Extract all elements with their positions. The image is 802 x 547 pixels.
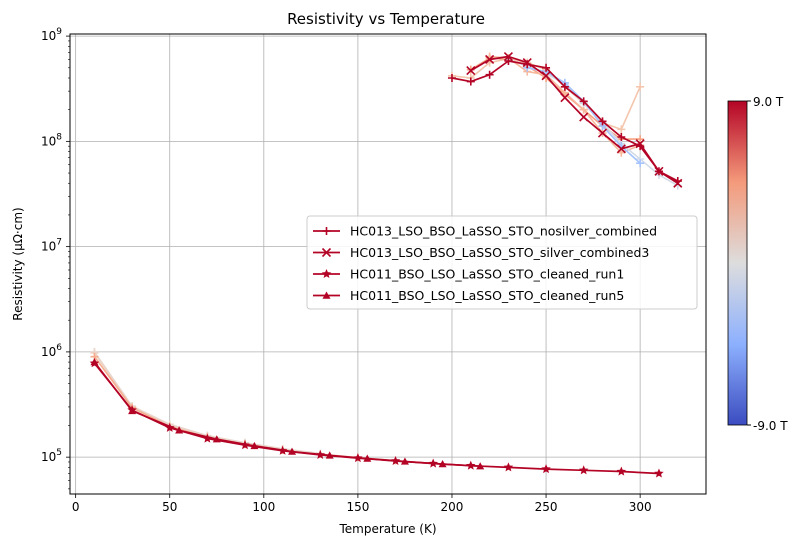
data-point bbox=[175, 426, 184, 434]
colorbar-gradient bbox=[727, 100, 748, 426]
data-point bbox=[579, 97, 588, 106]
data-point bbox=[541, 71, 551, 81]
x-tick-label: 150 bbox=[346, 500, 369, 514]
data-point bbox=[579, 112, 589, 122]
data-point bbox=[325, 451, 334, 459]
data-point bbox=[202, 433, 213, 443]
faded-data-point bbox=[617, 125, 626, 134]
data-point bbox=[597, 128, 608, 138]
series-line bbox=[470, 55, 679, 185]
faded-data-point bbox=[636, 82, 645, 91]
legend-entry-label: HC011_BSO_LSO_LaSSO_STO_cleaned_run5 bbox=[350, 288, 624, 303]
data-point bbox=[654, 166, 664, 176]
data-point bbox=[466, 66, 476, 76]
colorbar-bottom-label: -9.0 T bbox=[753, 419, 788, 433]
colorbar-top-label: 9.0 T bbox=[753, 95, 784, 109]
data-point bbox=[617, 133, 626, 142]
data-point bbox=[598, 117, 607, 126]
data-point bbox=[504, 57, 513, 66]
x-tick-label: 200 bbox=[441, 500, 464, 514]
data-point bbox=[616, 466, 627, 476]
data-point bbox=[635, 139, 645, 149]
legend-marker bbox=[322, 291, 331, 299]
x-axis-label: Temperature (K) bbox=[338, 522, 436, 536]
legend-entry-label: HC011_BSO_LSO_LaSSO_STO_cleaned_run1 bbox=[350, 267, 624, 282]
x-tick-label: 0 bbox=[72, 500, 80, 514]
legend-marker bbox=[322, 227, 331, 235]
data-point bbox=[616, 144, 626, 154]
legend-marker bbox=[321, 269, 332, 279]
data-point bbox=[560, 93, 570, 103]
colorbar: 9.0 T -9.0 T bbox=[727, 95, 788, 433]
legend-box bbox=[306, 215, 698, 310]
data-point bbox=[466, 77, 475, 86]
data-point bbox=[485, 70, 494, 79]
data-point bbox=[476, 462, 485, 470]
x-axis-ticks: 0 50 100 150 200 250 300 bbox=[72, 494, 652, 514]
chart-title: Resistivity vs Temperature bbox=[287, 10, 485, 28]
legend: HC013_LSO_BSO_LaSSO_STO_nosilver_combine… bbox=[306, 215, 698, 310]
data-point bbox=[654, 468, 664, 478]
x-tick-label: 300 bbox=[629, 500, 652, 514]
data-point bbox=[90, 358, 99, 366]
data-point bbox=[503, 462, 514, 472]
data-point bbox=[578, 465, 589, 475]
data-point bbox=[485, 54, 495, 65]
plot-frame bbox=[69, 33, 707, 495]
data-point bbox=[522, 58, 532, 68]
data-point bbox=[541, 464, 551, 474]
x-tick-label: 100 bbox=[252, 500, 275, 514]
data-point bbox=[542, 63, 551, 72]
legend-entry-label: HC013_LSO_BSO_LaSSO_STO_nosilver_combine… bbox=[350, 224, 657, 239]
data-point bbox=[438, 460, 447, 468]
legend-entry-label: HC013_LSO_BSO_LaSSO_STO_silver_combined3 bbox=[350, 245, 649, 260]
x-tick-label: 50 bbox=[162, 500, 177, 514]
faded-data-point bbox=[636, 159, 645, 168]
data-point bbox=[503, 51, 513, 62]
x-tick-label: 250 bbox=[535, 500, 558, 514]
data-point bbox=[363, 454, 372, 462]
data-point bbox=[673, 178, 683, 188]
data-point bbox=[128, 406, 137, 415]
data-point bbox=[560, 82, 569, 91]
data-point bbox=[400, 457, 409, 465]
data-point bbox=[447, 73, 456, 82]
y-axis-label: Resistivity (μΩ·cm) bbox=[11, 207, 25, 320]
series-layer bbox=[89, 51, 683, 478]
data-point bbox=[288, 447, 297, 455]
data-point bbox=[212, 435, 221, 443]
legend-marker bbox=[321, 247, 332, 258]
data-point bbox=[250, 441, 259, 450]
